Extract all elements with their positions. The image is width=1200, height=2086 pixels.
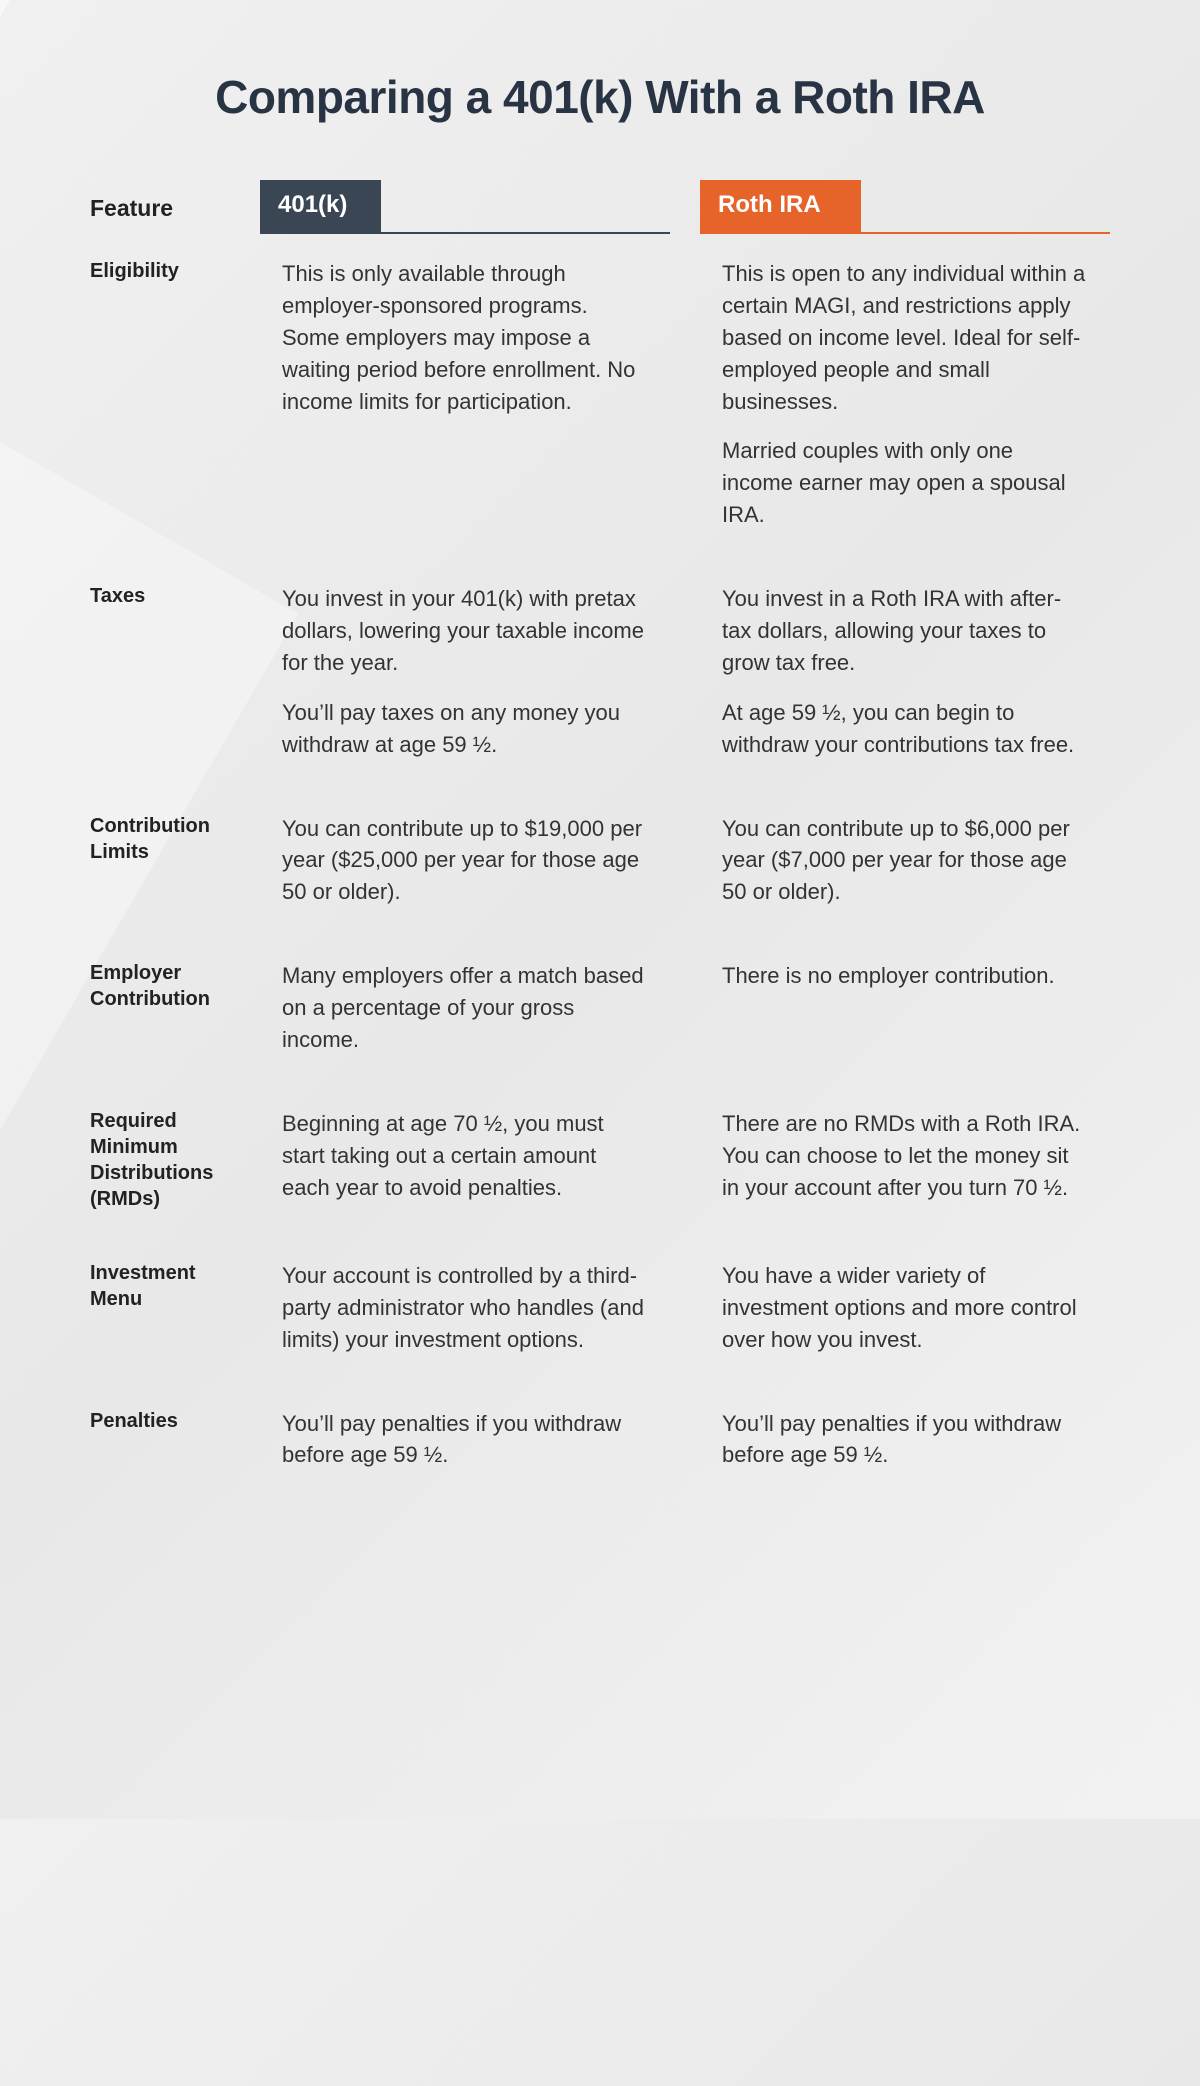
column-gap — [670, 180, 700, 234]
column-gap — [670, 936, 700, 1084]
cell-text: You can contribute up to $19,000 per yea… — [282, 813, 648, 909]
cell-text: You invest in your 401(k) with pretax do… — [282, 583, 648, 679]
feature-label: Taxes — [90, 559, 260, 788]
cell-text: There are no RMDs with a Roth IRA. You c… — [722, 1108, 1088, 1204]
cell-text: You can contribute up to $6,000 per year… — [722, 813, 1088, 909]
header-401k-label: 401(k) — [260, 180, 381, 234]
cell-401k: You invest in your 401(k) with pretax do… — [260, 559, 670, 788]
cell-text: You invest in a Roth IRA with after-tax … — [722, 583, 1088, 679]
header-roth-label: Roth IRA — [700, 180, 861, 234]
header-401k: 401(k) — [260, 180, 670, 234]
column-gap — [670, 1384, 700, 1500]
comparison-table: Feature 401(k) Roth IRA EligibilityThis … — [90, 180, 1110, 1499]
column-gap — [670, 1084, 700, 1236]
feature-label: Contribution Limits — [90, 789, 260, 937]
header-roth: Roth IRA — [700, 180, 1110, 234]
cell-text: There is no employer contribution. — [722, 960, 1088, 992]
cell-roth: You can contribute up to $6,000 per year… — [700, 789, 1110, 937]
cell-roth: There is no employer contribution. — [700, 936, 1110, 1084]
feature-label: Eligibility — [90, 234, 260, 559]
cell-text: You’ll pay penalties if you withdraw bef… — [282, 1408, 648, 1472]
cell-text: This is open to any individual within a … — [722, 258, 1088, 417]
cell-401k: Many employers offer a match based on a … — [260, 936, 670, 1084]
cell-text: You have a wider variety of investment o… — [722, 1260, 1088, 1356]
header-feature: Feature — [90, 195, 260, 234]
column-gap — [670, 789, 700, 937]
feature-label: Investment Menu — [90, 1236, 260, 1384]
cell-401k: Beginning at age 70 ½, you must start ta… — [260, 1084, 670, 1236]
cell-401k: Your account is controlled by a third-pa… — [260, 1236, 670, 1384]
cell-roth: This is open to any individual within a … — [700, 234, 1110, 559]
feature-label: Required Minimum Distributions (RMDs) — [90, 1084, 260, 1236]
cell-roth: You have a wider variety of investment o… — [700, 1236, 1110, 1384]
column-gap — [670, 559, 700, 788]
cell-roth: There are no RMDs with a Roth IRA. You c… — [700, 1084, 1110, 1236]
cell-401k: You’ll pay penalties if you withdraw bef… — [260, 1384, 670, 1500]
cell-roth: You’ll pay penalties if you withdraw bef… — [700, 1384, 1110, 1500]
cell-text: This is only available through employer-… — [282, 258, 648, 417]
cell-text: You’ll pay penalties if you withdraw bef… — [722, 1408, 1088, 1472]
cell-roth: You invest in a Roth IRA with after-tax … — [700, 559, 1110, 788]
cell-text: You’ll pay taxes on any money you withdr… — [282, 697, 648, 761]
page-title: Comparing a 401(k) With a Roth IRA — [90, 70, 1110, 124]
cell-401k: This is only available through employer-… — [260, 234, 670, 559]
cell-text: At age 59 ½, you can begin to withdraw y… — [722, 697, 1088, 761]
cell-text: Beginning at age 70 ½, you must start ta… — [282, 1108, 648, 1204]
column-gap — [670, 1236, 700, 1384]
feature-label: Penalties — [90, 1384, 260, 1500]
cell-text: Your account is controlled by a third-pa… — [282, 1260, 648, 1356]
cell-text: Many employers offer a match based on a … — [282, 960, 648, 1056]
column-gap — [670, 234, 700, 559]
cell-text: Married couples with only one income ear… — [722, 435, 1088, 531]
feature-label: Employer Contribution — [90, 936, 260, 1084]
cell-401k: You can contribute up to $19,000 per yea… — [260, 789, 670, 937]
